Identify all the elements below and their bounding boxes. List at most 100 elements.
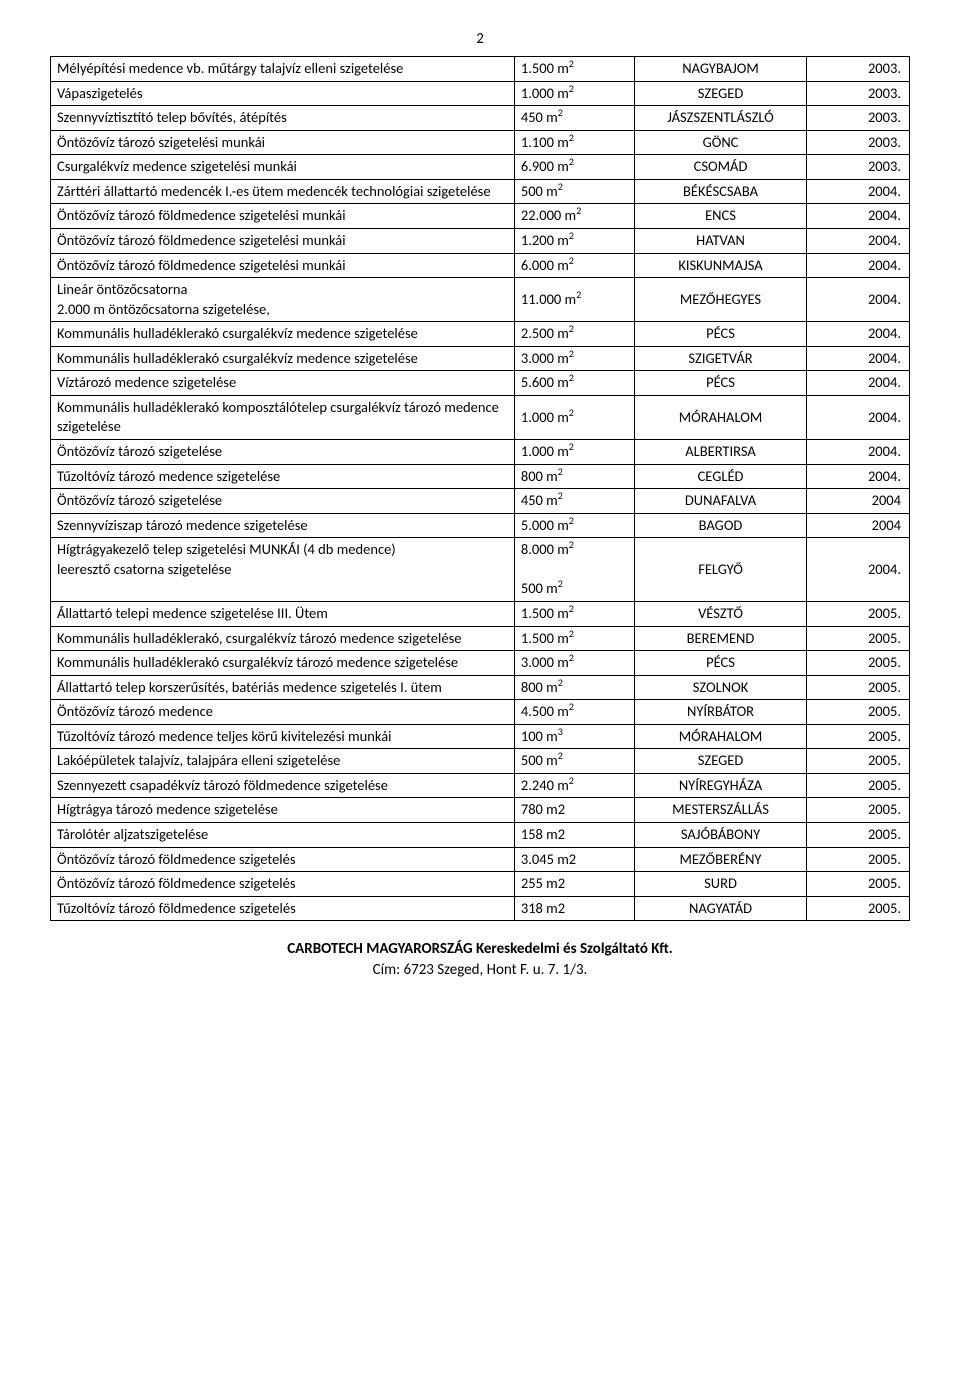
table-row: Öntözővíz tározó szigetelése450 m2DUNAFA…: [51, 489, 910, 514]
cell-description: Vápaszigetelés: [51, 81, 515, 106]
cell-year: 2004.: [806, 538, 909, 602]
cell-value: 1.200 m2: [514, 228, 634, 253]
cell-year: 2003.: [806, 81, 909, 106]
cell-location: SAJÓBÁBONY: [635, 823, 807, 848]
cell-description: Kommunális hulladéklerakó csurgalékvíz m…: [51, 346, 515, 371]
cell-value: 1.000 m2: [514, 440, 634, 465]
cell-year: 2005.: [806, 724, 909, 749]
cell-description: Öntözővíz tározó földmedence szigetelési…: [51, 253, 515, 278]
cell-year: 2004.: [806, 464, 909, 489]
cell-location: PÉCS: [635, 651, 807, 676]
cell-location: KISKUNMAJSA: [635, 253, 807, 278]
page-number: 2: [50, 30, 910, 48]
cell-value: 4.500 m2: [514, 700, 634, 725]
cell-year: 2005.: [806, 847, 909, 872]
cell-value: 6.900 m2: [514, 155, 634, 180]
cell-location: VÉSZTŐ: [635, 601, 807, 626]
table-row: Víztározó medence szigetelése5.600 m2PÉC…: [51, 371, 910, 396]
footer-company: CARBOTECH MAGYARORSZÁG Kereskedelmi és S…: [50, 939, 910, 960]
cell-year: 2004.: [806, 371, 909, 396]
cell-location: JÁSZSZENTLÁSZLÓ: [635, 106, 807, 131]
cell-value: 1.500 m2: [514, 626, 634, 651]
cell-location: MESTERSZÁLLÁS: [635, 798, 807, 823]
cell-description: Állattartó telep korszerűsítés, batériás…: [51, 675, 515, 700]
cell-description: Tűzoltóvíz tározó földmedence szigetelés: [51, 896, 515, 921]
cell-description: Kommunális hulladéklerakó csurgalékvíz t…: [51, 651, 515, 676]
cell-description: Szennyvíziszap tározó medence szigetelés…: [51, 513, 515, 538]
cell-description: Kommunális hulladéklerakó, csurgalékvíz …: [51, 626, 515, 651]
cell-year: 2003.: [806, 57, 909, 82]
cell-value: 318 m2: [514, 896, 634, 921]
cell-description: Öntözővíz tározó földmedence szigetelési…: [51, 228, 515, 253]
cell-description: Tűzoltóvíz tározó medence teljes körű ki…: [51, 724, 515, 749]
table-row: Öntözővíz tározó földmedence szigetelési…: [51, 228, 910, 253]
cell-value: 3.000 m2: [514, 346, 634, 371]
table-row: Lakóépületek talajvíz, talajpára elleni …: [51, 749, 910, 774]
cell-description: Öntözővíz tározó földmedence szigetelés: [51, 872, 515, 897]
cell-value: 1.500 m2: [514, 57, 634, 82]
cell-year: 2003.: [806, 106, 909, 131]
cell-location: ALBERTIRSA: [635, 440, 807, 465]
cell-location: GÖNC: [635, 130, 807, 155]
cell-value: 780 m2: [514, 798, 634, 823]
cell-year: 2004.: [806, 278, 909, 322]
cell-description: Szennyvíztisztító telep bővítés, átépíté…: [51, 106, 515, 131]
cell-description: Öntözővíz tározó szigetelése: [51, 489, 515, 514]
cell-value: 2.500 m2: [514, 322, 634, 347]
cell-description: Öntözővíz tározó szigetelési munkái: [51, 130, 515, 155]
cell-value: 255 m2: [514, 872, 634, 897]
cell-location: FELGYŐ: [635, 538, 807, 602]
cell-description: Hígtrágya tározó medence szigetelése: [51, 798, 515, 823]
cell-year: 2005.: [806, 601, 909, 626]
cell-value: 8.000 m2500 m2: [514, 538, 634, 602]
table-row: Lineár öntözőcsatorna2.000 m öntözőcsato…: [51, 278, 910, 322]
table-row: Mélyépítési medence vb. műtárgy talajvíz…: [51, 57, 910, 82]
table-row: Tűzoltóvíz tározó medence szigetelése800…: [51, 464, 910, 489]
cell-value: 11.000 m2: [514, 278, 634, 322]
cell-value: 1.100 m2: [514, 130, 634, 155]
cell-location: ENCS: [635, 204, 807, 229]
cell-location: NYÍRBÁTOR: [635, 700, 807, 725]
table-row: Kommunális hulladéklerakó csurgalékvíz t…: [51, 651, 910, 676]
cell-value: 158 m2: [514, 823, 634, 848]
cell-year: 2004: [806, 513, 909, 538]
cell-location: MEZŐHEGYES: [635, 278, 807, 322]
table-row: Tárolótér aljzatszigetelése158 m2SAJÓBÁB…: [51, 823, 910, 848]
cell-year: 2005.: [806, 749, 909, 774]
cell-value: 2.240 m2: [514, 773, 634, 798]
table-row: Szennyvíziszap tározó medence szigetelés…: [51, 513, 910, 538]
cell-description: Kommunális hulladéklerakó csurgalékvíz m…: [51, 322, 515, 347]
cell-location: NAGYBAJOM: [635, 57, 807, 82]
table-row: Kommunális hulladéklerakó, csurgalékvíz …: [51, 626, 910, 651]
cell-location: SZEGED: [635, 81, 807, 106]
cell-year: 2005.: [806, 823, 909, 848]
cell-location: MÓRAHALOM: [635, 724, 807, 749]
cell-year: 2004.: [806, 322, 909, 347]
cell-year: 2004.: [806, 204, 909, 229]
cell-description: Lakóépületek talajvíz, talajpára elleni …: [51, 749, 515, 774]
cell-year: 2004.: [806, 228, 909, 253]
table-row: Öntözővíz tározó medence4.500 m2NYÍRBÁTO…: [51, 700, 910, 725]
cell-location: SZOLNOK: [635, 675, 807, 700]
cell-description: Állattartó telepi medence szigetelése II…: [51, 601, 515, 626]
table-row: Tűzoltóvíz tározó földmedence szigetelés…: [51, 896, 910, 921]
cell-value: 800 m2: [514, 464, 634, 489]
cell-location: MÓRAHALOM: [635, 395, 807, 439]
table-row: Szennyezett csapadékvíz tározó földmeden…: [51, 773, 910, 798]
cell-year: 2005.: [806, 773, 909, 798]
footer: CARBOTECH MAGYARORSZÁG Kereskedelmi és S…: [50, 939, 910, 981]
cell-description: Víztározó medence szigetelése: [51, 371, 515, 396]
cell-description: Hígtrágyakezelő telep szigetelési MUNKÁI…: [51, 538, 515, 602]
cell-year: 2004.: [806, 440, 909, 465]
cell-value: 1.000 m2: [514, 395, 634, 439]
table-row: Zárttéri állattartó medencék I.-es ütem …: [51, 179, 910, 204]
cell-description: Kommunális hulladéklerakó komposztálótel…: [51, 395, 515, 439]
cell-year: 2005.: [806, 651, 909, 676]
cell-value: 450 m2: [514, 106, 634, 131]
cell-value: 3.045 m2: [514, 847, 634, 872]
table-row: Öntözővíz tározó szigetelése1.000 m2ALBE…: [51, 440, 910, 465]
table-row: Kommunális hulladéklerakó csurgalékvíz m…: [51, 322, 910, 347]
data-table: Mélyépítési medence vb. műtárgy talajvíz…: [50, 56, 910, 921]
cell-location: SURD: [635, 872, 807, 897]
cell-location: SZIGETVÁR: [635, 346, 807, 371]
